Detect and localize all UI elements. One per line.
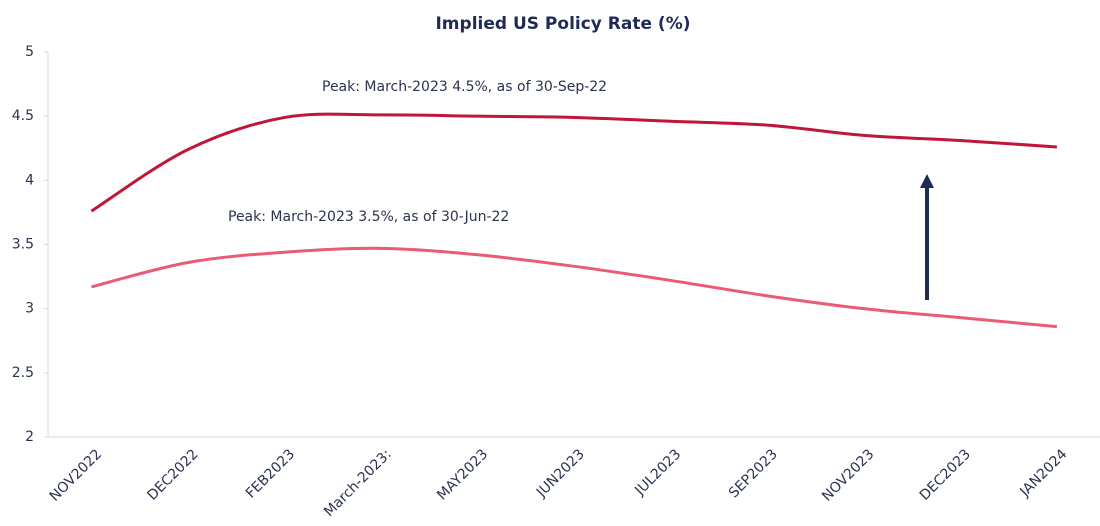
x-tick-label: MAY2023	[434, 446, 491, 503]
x-tick-label: JUL2023	[631, 446, 684, 499]
annotation: Peak: March-2023 4.5%, as of 30-Sep-22	[322, 79, 607, 95]
x-tick-label: JUN2023	[533, 446, 588, 501]
line	[90, 112, 1057, 213]
x-tick-label: FEB2023	[243, 446, 298, 501]
y-tick-label: 5	[25, 44, 34, 60]
chart-title: Implied US Policy Rate (%)	[435, 14, 690, 34]
annotation: Peak: March-2023 3.5%, as of 30-Jun-22	[228, 209, 509, 225]
x-tick-label: DEC2022	[144, 446, 201, 503]
y-tick-label: 2	[25, 429, 34, 445]
x-tick-label: JAN2024	[1016, 446, 1070, 500]
x-tick-label: NOV2022	[47, 446, 105, 504]
y-tick-label: 4.5	[12, 108, 34, 124]
x-tick-label: NOV2023	[819, 446, 877, 504]
x-tick-label: March-2023:	[321, 446, 395, 520]
y-tick-label: 4	[25, 172, 34, 188]
x-tick-label: SEP2023	[726, 446, 781, 501]
arrow	[920, 174, 934, 300]
y-tick-label: 3.5	[12, 237, 34, 253]
line	[91, 246, 1058, 329]
y-tick-label: 2.5	[12, 365, 34, 381]
x-tick-label: DEC2023	[917, 446, 974, 503]
y-tick-label: 3	[25, 301, 34, 317]
